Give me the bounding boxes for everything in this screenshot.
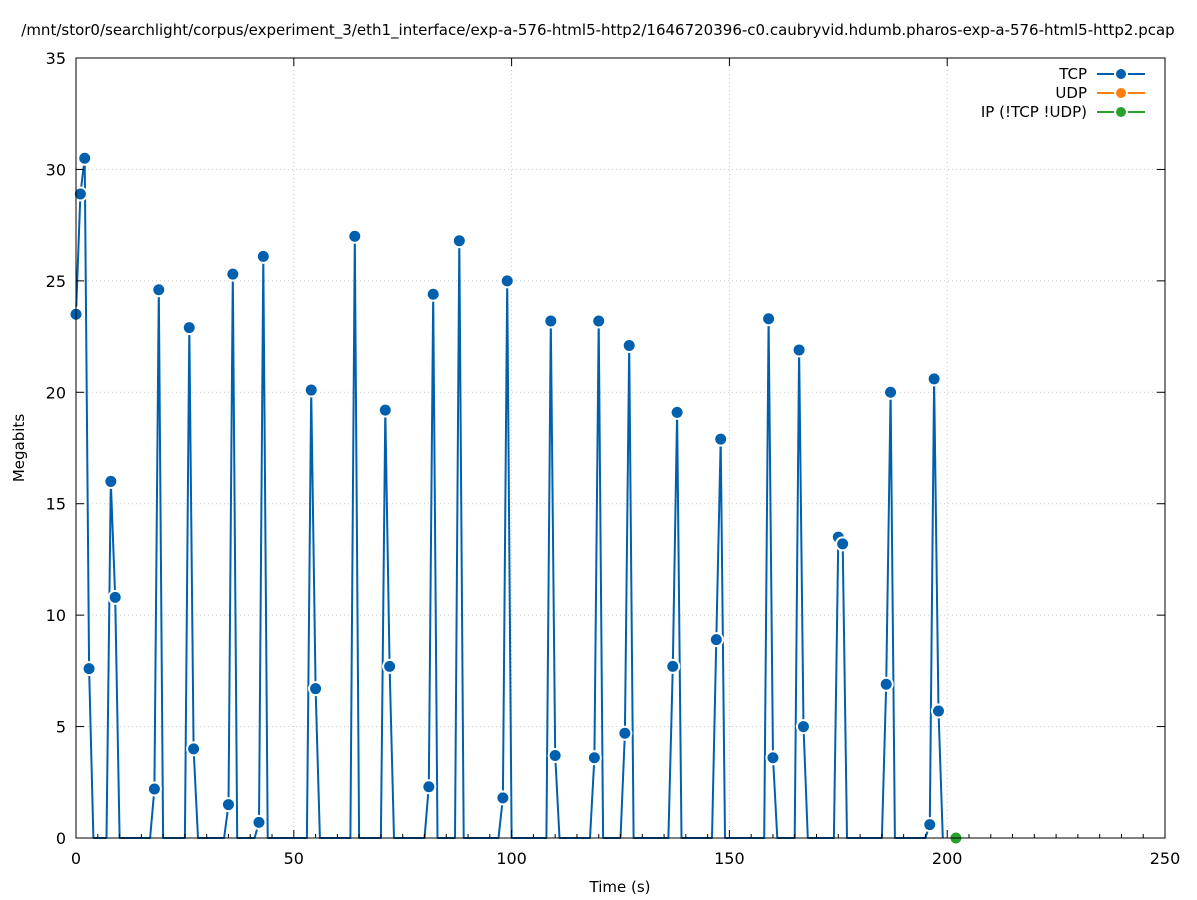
data-point — [665, 658, 681, 674]
x-tick-label: 100 — [496, 849, 527, 868]
data-point — [186, 741, 202, 757]
x-tick-label: 200 — [932, 849, 963, 868]
ticks: 0 50 100 150 200 250 0 5 10 15 20 25 30 35 — [46, 49, 1181, 868]
legend-label: TCP — [1058, 65, 1087, 83]
data-point — [795, 719, 811, 735]
y-tick-label: 20 — [46, 383, 66, 402]
y-tick-label: 15 — [46, 495, 66, 514]
x-tick-label: 250 — [1150, 849, 1181, 868]
y-tick-label: 10 — [46, 606, 66, 625]
legend-item: UDP — [1055, 84, 1145, 102]
data-point — [303, 382, 319, 398]
data-point — [591, 313, 607, 329]
data-point — [81, 661, 97, 677]
data-point — [926, 371, 942, 387]
y-tick-label: 5 — [56, 718, 66, 737]
data-point — [72, 186, 88, 202]
data-point — [347, 228, 363, 244]
legend-marker — [1114, 105, 1128, 119]
data-point — [708, 632, 724, 648]
legend-marker — [1114, 67, 1128, 81]
data-point — [77, 150, 93, 166]
legend-item: TCP — [1058, 65, 1145, 83]
data-point — [382, 658, 398, 674]
data-point — [308, 681, 324, 697]
data-point — [922, 817, 938, 833]
data-point — [499, 273, 515, 289]
legend-marker — [1114, 86, 1128, 100]
data-point — [146, 781, 162, 797]
legend-label: UDP — [1055, 84, 1087, 102]
data-point — [451, 233, 467, 249]
data-point — [547, 748, 563, 764]
data-point — [878, 676, 894, 692]
data-point — [791, 342, 807, 358]
grid — [76, 58, 1165, 838]
data-point — [421, 779, 437, 795]
x-tick-label: 50 — [284, 849, 304, 868]
x-tick-label: 0 — [71, 849, 81, 868]
y-tick-label: 35 — [46, 49, 66, 68]
data-point — [621, 337, 637, 353]
data-point — [181, 320, 197, 336]
data-point — [425, 286, 441, 302]
data-point — [713, 431, 729, 447]
legend-label: IP (!TCP !UDP) — [981, 103, 1087, 121]
data-point — [669, 404, 685, 420]
data-point — [761, 311, 777, 327]
data-point — [225, 266, 241, 282]
data-point — [103, 473, 119, 489]
x-axis-title: Time (s) — [589, 878, 651, 896]
data-point — [495, 790, 511, 806]
data-point — [543, 313, 559, 329]
data-point — [255, 248, 271, 264]
data-point — [617, 725, 633, 741]
series-line — [75, 157, 944, 839]
data-point — [377, 402, 393, 418]
data-point — [586, 750, 602, 766]
y-tick-label: 30 — [46, 160, 66, 179]
data-point — [151, 282, 167, 298]
y-tick-label: 25 — [46, 272, 66, 291]
data-point — [251, 814, 267, 830]
data-point — [765, 750, 781, 766]
data-point — [220, 797, 236, 813]
data-point — [835, 536, 851, 552]
y-tick-label: 0 — [56, 829, 66, 848]
y-axis-title: Megabits — [10, 414, 28, 482]
chart-title: /mnt/stor0/searchlight/corpus/experiment… — [21, 21, 1174, 40]
series-layer — [68, 150, 964, 846]
legend-item: IP (!TCP !UDP) — [981, 103, 1145, 121]
x-tick-label: 150 — [714, 849, 745, 868]
data-point — [930, 703, 946, 719]
series-tcp — [68, 150, 946, 839]
data-point — [107, 589, 123, 605]
data-point — [883, 384, 899, 400]
